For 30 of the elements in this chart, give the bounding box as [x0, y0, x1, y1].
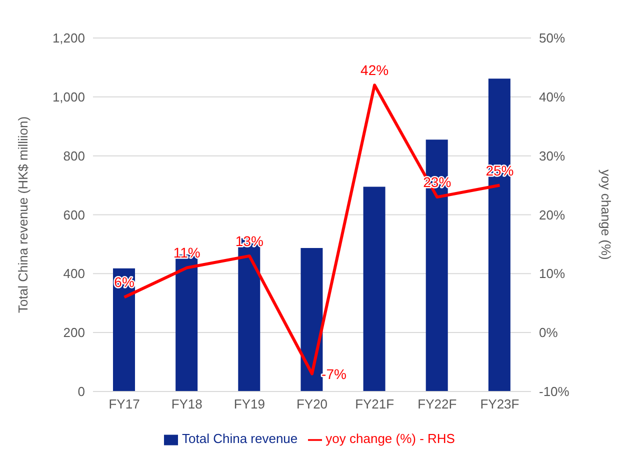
x-tick-label: FY17: [108, 396, 140, 412]
data-label: 42%: [360, 62, 389, 78]
y-tick-label: 600: [63, 207, 85, 222]
x-tick-label: FY20: [296, 396, 328, 412]
legend-label: yoy change (%) - RHS: [326, 431, 455, 446]
x-tick-label: FY23F: [480, 396, 520, 412]
y2-tick-label: 30%: [539, 148, 566, 164]
bar: [300, 248, 323, 392]
y-tick-label: 1,200: [52, 30, 85, 46]
x-tick-label: FY21F: [355, 396, 394, 412]
y2-tick-label: 10%: [539, 266, 566, 282]
y-tick-label: 200: [63, 325, 85, 340]
y2-tick-label: 20%: [539, 207, 566, 222]
y2-tick-label: 40%: [539, 90, 566, 105]
y-tick-label: 1,000: [52, 90, 85, 105]
legend-label: Total China revenue: [182, 431, 298, 446]
y-tick-label: 800: [63, 148, 85, 164]
y2-tick-label: 0%: [539, 325, 558, 340]
x-tick-label: FY22F: [418, 396, 457, 412]
bar: [363, 186, 386, 392]
y2-axis-title: yoy change (%): [598, 170, 614, 260]
y-tick-label: 400: [63, 266, 85, 282]
y2-tick-label: -10%: [539, 384, 570, 400]
y-tick-label: 0: [78, 384, 85, 400]
data-label: 6%: [114, 274, 134, 290]
x-tick-label: FY18: [171, 396, 202, 412]
y2-tick-label: 50%: [539, 30, 566, 46]
x-tick-label: FY19: [234, 396, 265, 412]
y-axis-title: Total China revenue (HK$ milliion): [16, 116, 31, 313]
bar: [113, 268, 135, 392]
